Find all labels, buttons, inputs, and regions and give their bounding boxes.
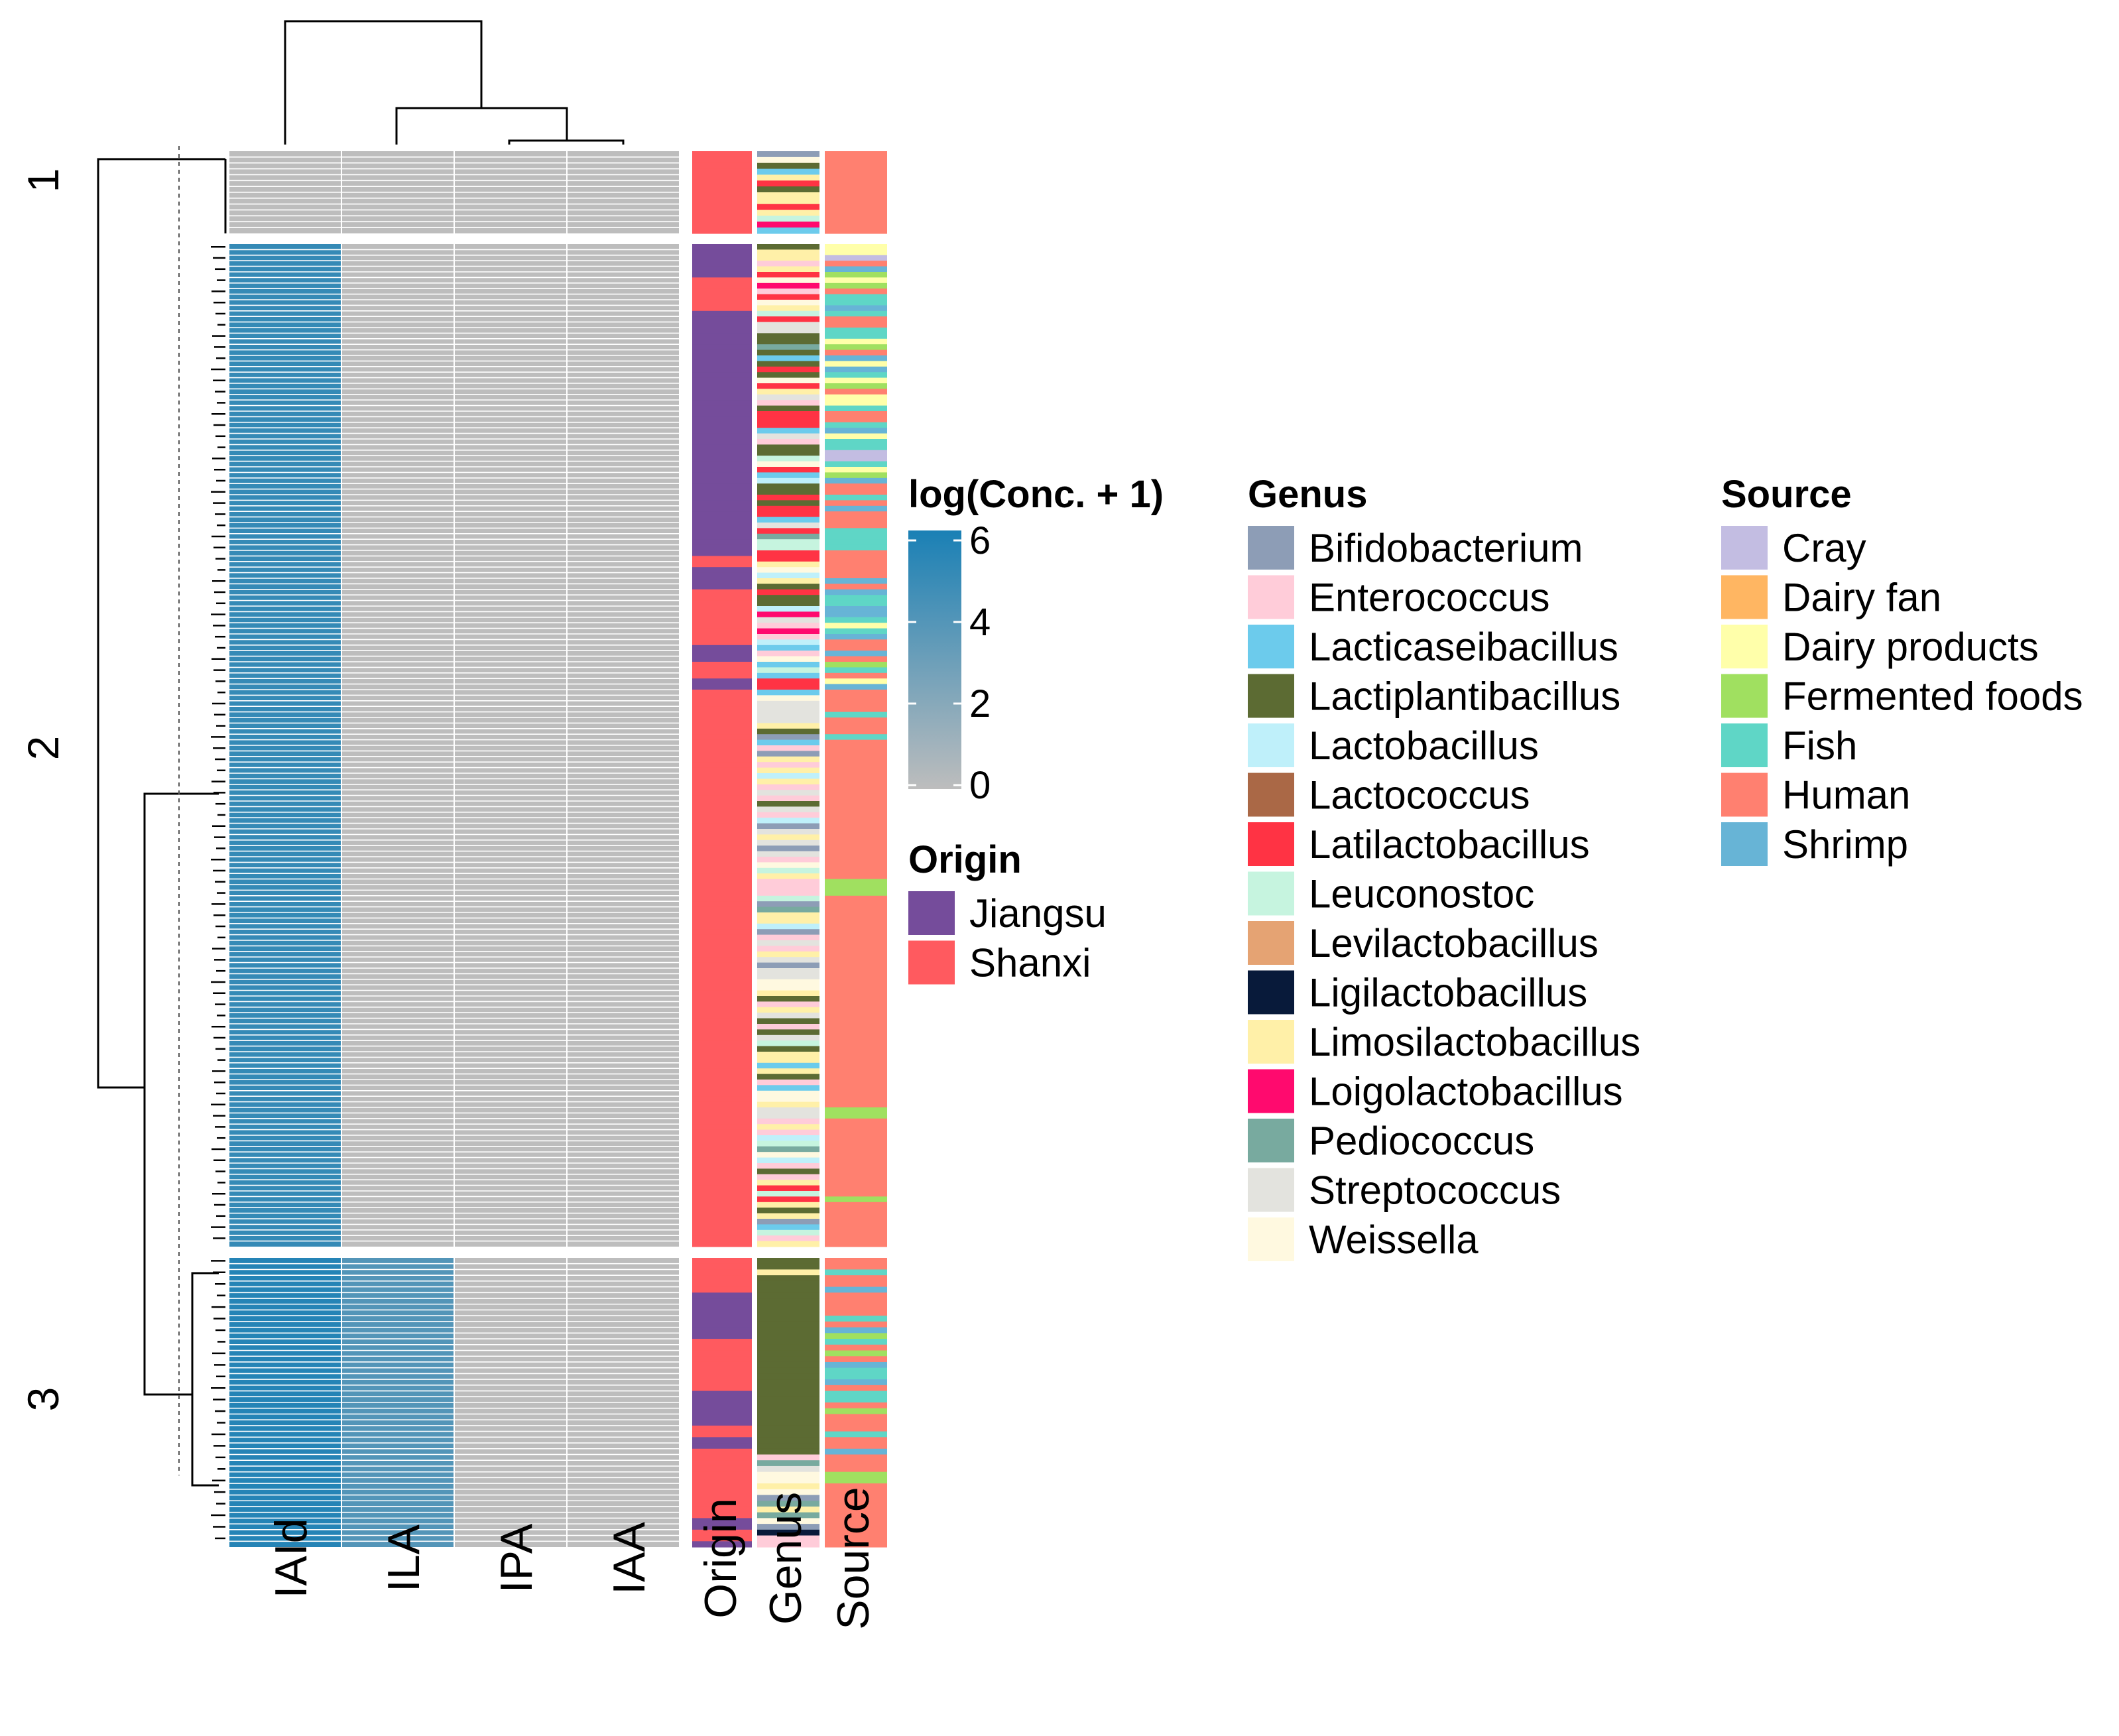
origin-legend-title: Origin: [908, 838, 1022, 881]
colorbar-tick-0: 0: [969, 764, 991, 807]
col-label-iaa: IAA: [604, 1522, 654, 1595]
genus-track: [757, 151, 819, 1548]
genus-label-leuconostoc: Leuconostoc: [1309, 872, 1534, 916]
genus-label-weissella: Weissella: [1309, 1217, 1479, 1262]
cluster-label-3: 3: [19, 1387, 68, 1412]
col-label-source: Source: [828, 1487, 878, 1629]
genus-swatch-weissella: [1248, 1217, 1294, 1261]
source-swatch-fish: [1721, 723, 1768, 767]
row-dendrogram: [97, 158, 227, 1487]
genus-swatch-enterococcus: [1248, 575, 1294, 619]
source-label-dairy-fan: Dairy fan: [1782, 576, 1941, 620]
genus-swatch-pediococcus: [1248, 1119, 1294, 1162]
genus-swatch-lactococcus: [1248, 773, 1294, 817]
genus-label-limosilactobacillus: Limosilactobacillus: [1309, 1020, 1640, 1064]
genus-label-pediococcus: Pediococcus: [1309, 1119, 1534, 1163]
source-swatch-fermented-foods: [1721, 674, 1768, 718]
genus-swatch-latilactobacillus: [1248, 822, 1294, 866]
col-label-ila: ILA: [379, 1524, 429, 1592]
genus-swatch-loigolactobacillus: [1248, 1069, 1294, 1113]
legends: Origin Jiangsu Shanxi Genus Bifidobacterium E…: [908, 473, 2083, 1262]
row-dendrogram-leaves: [211, 245, 225, 1540]
genus-swatch-leuconostoc: [1248, 871, 1294, 916]
source-swatch-cray: [1721, 526, 1768, 570]
source-swatch-human: [1721, 773, 1768, 817]
genus-label-lactiplantibacillus: Lactiplantibacillus: [1309, 674, 1620, 719]
cluster-label-1: 1: [19, 168, 68, 193]
heatmap-body: [229, 151, 679, 1547]
source-label-human: Human: [1782, 773, 1910, 818]
genus-swatch-ligilactobacillus: [1248, 970, 1294, 1015]
origin-label-jiangsu: Jiangsu: [969, 891, 1107, 936]
genus-swatch-lacticaseibacillus: [1248, 625, 1294, 668]
source-label-cray: Cray: [1782, 526, 1866, 570]
source-label-fish: Fish: [1782, 723, 1857, 768]
col-label-iaid: IAId: [266, 1519, 316, 1599]
genus-label-lactobacillus: Lactobacillus: [1309, 723, 1539, 768]
col-label-origin: Origin: [696, 1498, 746, 1618]
genus-label-levilactobacillus: Levilactobacillus: [1309, 921, 1599, 965]
source-label-fermented-foods: Fermented foods: [1782, 674, 2083, 719]
colorbar-ticks: [908, 539, 961, 786]
genus-swatch-limosilactobacillus: [1248, 1020, 1294, 1064]
genus-label-streptococcus: Streptococcus: [1309, 1168, 1561, 1213]
genus-swatch-bifidobacterium: [1248, 526, 1294, 570]
origin-label-shanxi: Shanxi: [969, 941, 1091, 985]
source-track: [825, 151, 887, 1548]
genus-label-lactococcus: Lactococcus: [1309, 773, 1530, 818]
col-label-genus: Genus: [760, 1492, 811, 1625]
genus-legend-title: Genus: [1248, 473, 1368, 516]
origin-track: [692, 151, 752, 1548]
origin-swatch-shanxi: [908, 940, 955, 985]
source-legend-title: Source: [1721, 473, 1852, 516]
colorbar-tick-2: 2: [969, 682, 991, 725]
genus-swatch-levilactobacillus: [1248, 921, 1294, 965]
colorbar-title: log(Conc. + 1): [908, 473, 1164, 516]
col-label-ipa: IPA: [491, 1523, 542, 1593]
genus-label-ligilactobacillus: Ligilactobacillus: [1309, 971, 1587, 1015]
origin-swatch-jiangsu: [908, 891, 955, 935]
genus-label-enterococcus: Enterococcus: [1309, 576, 1550, 620]
genus-label-loigolactobacillus: Loigolactobacillus: [1309, 1070, 1623, 1114]
source-label-dairy-products: Dairy products: [1782, 625, 2039, 669]
genus-label-bifidobacterium: Bifidobacterium: [1309, 526, 1583, 570]
genus-swatch-streptococcus: [1248, 1168, 1294, 1212]
genus-label-lacticaseibacillus: Lacticaseibacillus: [1309, 625, 1618, 669]
colorbar-tick-4: 4: [969, 601, 991, 644]
genus-swatch-lactiplantibacillus: [1248, 674, 1294, 718]
source-swatch-dairy-products: [1721, 625, 1768, 668]
genus-label-latilactobacillus: Latilactobacillus: [1309, 822, 1590, 867]
genus-swatch-lactobacillus: [1248, 723, 1294, 767]
source-label-shrimp: Shrimp: [1782, 822, 1908, 867]
column-dendrogram: [284, 20, 625, 145]
cluster-label-2: 2: [19, 736, 68, 761]
source-swatch-dairy-fan: [1721, 575, 1768, 619]
colorbar: [908, 530, 961, 789]
source-swatch-shrimp: [1721, 822, 1768, 866]
colorbar-tick-6: 6: [969, 519, 991, 562]
